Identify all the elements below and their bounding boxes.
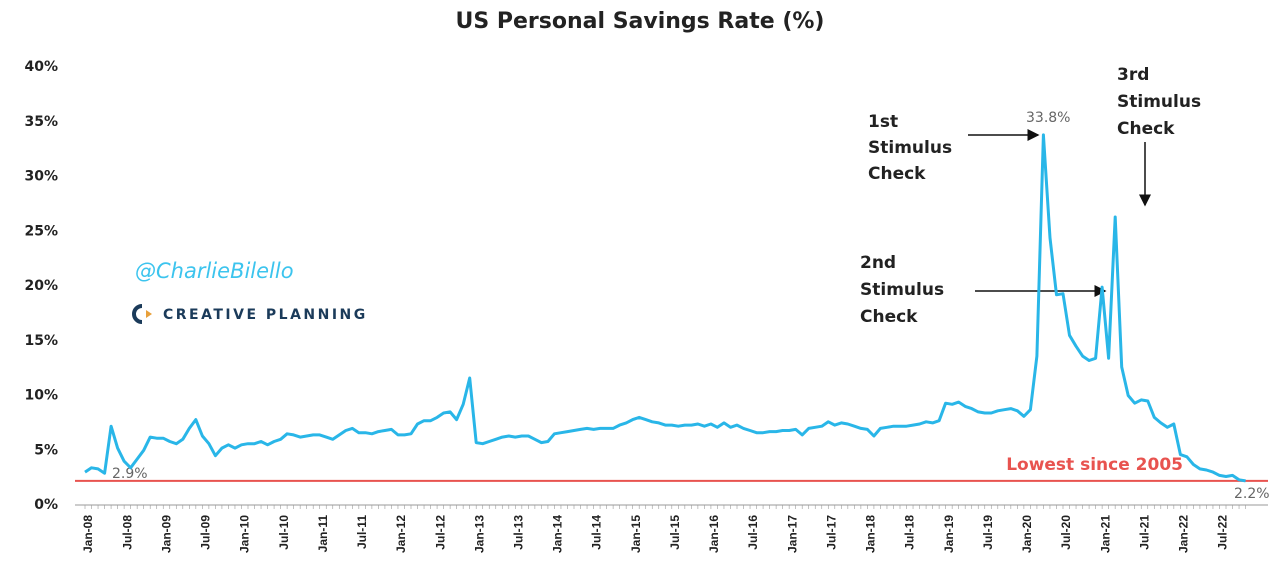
x-tick-label: Jul-18: [903, 515, 917, 550]
watermark: @CharlieBilello: [135, 259, 294, 283]
annotation: 2nd: [860, 253, 896, 273]
x-tick-label: Jul-21: [1137, 515, 1151, 550]
annotation: Stimulus: [868, 138, 952, 158]
x-tick-label: Jan-20: [1020, 515, 1034, 553]
x-tick-label: Jul-22: [1216, 515, 1230, 550]
y-tick-label: 25%: [24, 223, 58, 239]
annotation: Check: [860, 307, 918, 327]
x-tick-label: Jul-13: [511, 515, 525, 550]
x-tick-label: Jul-12: [433, 515, 447, 550]
y-tick-label: 0%: [34, 497, 58, 513]
reference-label: Lowest since 2005: [1006, 455, 1183, 475]
annotation: Stimulus: [860, 280, 944, 300]
x-tick-label: Jul-09: [199, 515, 213, 550]
y-tick-label: 20%: [24, 278, 58, 294]
x-tick-label: Jan-10: [238, 515, 252, 553]
logo-icon: [132, 304, 143, 324]
point-label: 33.8%: [1026, 110, 1070, 126]
series-line: [84, 133, 1246, 483]
annotation: Check: [868, 164, 926, 184]
x-tick-label: Jan-19: [942, 515, 956, 553]
annotation: 3rd: [1117, 65, 1149, 85]
logo-icon: [146, 310, 152, 318]
logo-text: CREATIVE PLANNING: [163, 307, 368, 323]
x-tick-label: Jan-21: [1098, 515, 1112, 553]
x-tick-label: Jul-17: [824, 515, 838, 550]
x-tick-label: Jan-22: [1177, 515, 1191, 553]
x-tick-label: Jul-14: [590, 515, 604, 550]
x-tick-label: Jan-17: [785, 515, 799, 553]
y-tick-label: 5%: [34, 442, 58, 458]
x-tick-label: Jul-08: [120, 515, 134, 550]
x-tick-label: Jan-11: [316, 515, 330, 553]
x-tick-label: Jan-09: [159, 515, 173, 553]
x-tick-label: Jan-08: [81, 515, 95, 553]
x-tick-label: Jan-14: [551, 515, 565, 553]
annotation: 1st: [868, 112, 898, 132]
x-tick-label: Jul-10: [277, 515, 291, 550]
x-tick-label: Jul-20: [1059, 515, 1073, 550]
y-tick-label: 30%: [24, 169, 58, 185]
y-tick-label: 40%: [24, 59, 58, 75]
point-label: 2.2%: [1234, 486, 1270, 502]
annotation: Stimulus: [1117, 92, 1201, 112]
x-tick-label: Jan-16: [707, 515, 721, 553]
y-tick-label: 10%: [24, 388, 58, 404]
y-tick-label: 35%: [24, 114, 58, 130]
x-tick-label: Jan-12: [394, 515, 408, 553]
y-tick-label: 15%: [24, 333, 58, 349]
annotation: Check: [1117, 119, 1175, 139]
x-tick-label: Jan-18: [864, 515, 878, 553]
x-tick-label: Jul-16: [746, 515, 760, 550]
point-label: 2.9%: [112, 466, 148, 482]
chart-title: US Personal Savings Rate (%): [456, 9, 825, 34]
x-tick-label: Jul-15: [668, 515, 682, 550]
x-tick-label: Jan-13: [472, 515, 486, 553]
x-tick-label: Jul-19: [981, 515, 995, 550]
x-tick-label: Jul-11: [355, 515, 369, 549]
x-tick-label: Jan-15: [629, 515, 643, 553]
